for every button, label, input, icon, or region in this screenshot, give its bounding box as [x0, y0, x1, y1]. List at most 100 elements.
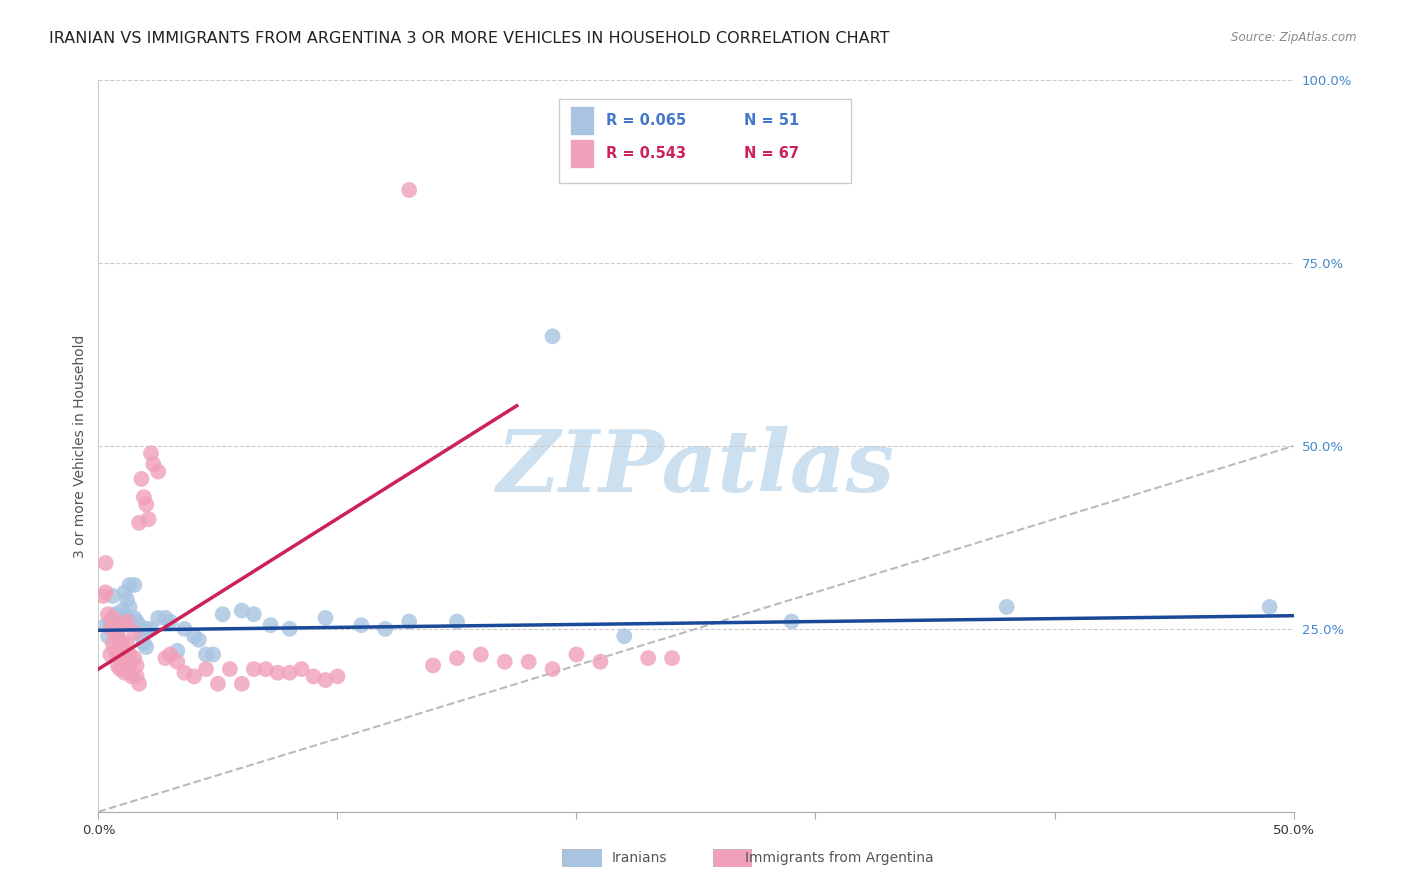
- Point: [254, 662, 277, 676]
- Point: [243, 607, 266, 622]
- Point: [124, 651, 146, 665]
- Point: [494, 655, 516, 669]
- Point: [139, 622, 162, 636]
- Text: R = 0.065: R = 0.065: [606, 113, 686, 128]
- Point: [517, 655, 540, 669]
- Point: [121, 615, 143, 629]
- Point: [107, 648, 129, 662]
- Y-axis label: 3 or more Vehicles in Household: 3 or more Vehicles in Household: [73, 334, 87, 558]
- Point: [1258, 599, 1281, 614]
- Point: [470, 648, 492, 662]
- Point: [118, 658, 141, 673]
- Point: [173, 665, 195, 680]
- Point: [155, 651, 177, 665]
- Point: [139, 446, 162, 460]
- Point: [243, 662, 266, 676]
- Point: [128, 618, 150, 632]
- Point: [350, 618, 373, 632]
- Point: [637, 651, 659, 665]
- Point: [135, 622, 157, 636]
- Point: [148, 611, 170, 625]
- Point: [98, 622, 122, 636]
- Point: [104, 618, 127, 632]
- Point: [114, 585, 136, 599]
- Point: [315, 673, 337, 687]
- Point: [211, 607, 233, 622]
- Point: [541, 329, 564, 343]
- Point: [446, 651, 468, 665]
- Point: [446, 615, 468, 629]
- Point: [111, 636, 134, 650]
- Point: [128, 516, 150, 530]
- Point: [107, 629, 129, 643]
- Point: [374, 622, 396, 636]
- Point: [107, 658, 129, 673]
- Point: [148, 465, 170, 479]
- Point: [207, 676, 229, 690]
- Point: [124, 625, 146, 640]
- Point: [118, 578, 141, 592]
- Point: [231, 676, 253, 690]
- Point: [124, 578, 146, 592]
- Text: Iranians: Iranians: [612, 851, 666, 865]
- Point: [132, 636, 155, 650]
- Point: [159, 615, 181, 629]
- Point: [138, 512, 160, 526]
- Text: N = 67: N = 67: [744, 146, 799, 161]
- Point: [231, 603, 253, 617]
- Text: Source: ZipAtlas.com: Source: ZipAtlas.com: [1232, 31, 1357, 45]
- Point: [589, 655, 612, 669]
- Point: [104, 644, 127, 658]
- Point: [114, 665, 136, 680]
- Point: [278, 665, 301, 680]
- Point: [94, 585, 117, 599]
- Point: [166, 644, 188, 658]
- Text: ZIPatlas: ZIPatlas: [496, 426, 896, 509]
- Point: [278, 622, 301, 636]
- Point: [259, 618, 281, 632]
- Point: [94, 618, 117, 632]
- Point: [107, 629, 129, 643]
- Point: [91, 589, 114, 603]
- Point: [108, 651, 131, 665]
- Point: [115, 615, 138, 629]
- Point: [111, 603, 134, 617]
- Point: [315, 611, 337, 625]
- Point: [135, 640, 157, 655]
- Point: [267, 665, 290, 680]
- Point: [104, 607, 127, 622]
- Point: [98, 615, 122, 629]
- Point: [183, 669, 205, 683]
- Point: [159, 648, 181, 662]
- FancyBboxPatch shape: [558, 99, 852, 183]
- Point: [118, 599, 141, 614]
- Point: [326, 669, 349, 683]
- Point: [111, 618, 134, 632]
- Point: [422, 658, 444, 673]
- Point: [302, 669, 325, 683]
- Point: [125, 669, 148, 683]
- Point: [107, 618, 129, 632]
- Point: [104, 618, 127, 632]
- Point: [124, 611, 146, 625]
- Point: [132, 490, 155, 504]
- Text: Immigrants from Argentina: Immigrants from Argentina: [745, 851, 934, 865]
- Point: [780, 615, 803, 629]
- Point: [166, 655, 188, 669]
- Point: [125, 615, 148, 629]
- Point: [108, 615, 131, 629]
- Point: [98, 648, 122, 662]
- Point: [108, 662, 131, 676]
- Point: [108, 632, 131, 647]
- Point: [398, 615, 420, 629]
- Point: [541, 662, 564, 676]
- Text: N = 51: N = 51: [744, 113, 799, 128]
- Text: IRANIAN VS IMMIGRANTS FROM ARGENTINA 3 OR MORE VEHICLES IN HOUSEHOLD CORRELATION: IRANIAN VS IMMIGRANTS FROM ARGENTINA 3 O…: [49, 31, 890, 46]
- Point: [101, 589, 124, 603]
- Point: [94, 556, 117, 570]
- Point: [142, 457, 165, 471]
- Point: [97, 629, 120, 643]
- Point: [115, 592, 138, 607]
- Point: [114, 658, 136, 673]
- Point: [111, 651, 134, 665]
